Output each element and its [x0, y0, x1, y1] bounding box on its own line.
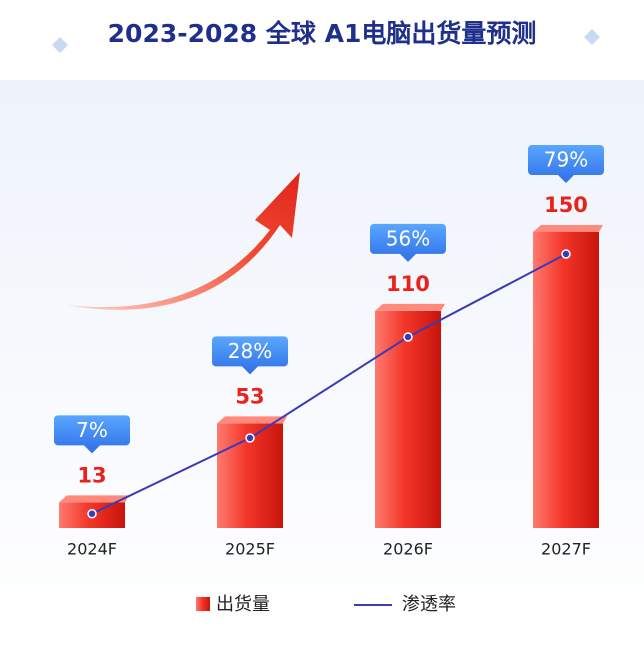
bar-value-label: 13 [77, 463, 106, 487]
legend-label: 渗透率 [402, 594, 456, 615]
chart-title: 2023-2028 全球 A1电脑出货量预测 [108, 19, 537, 48]
legend-label: 出货量 [216, 594, 270, 615]
bar-top [217, 416, 287, 424]
bar-value-label: 110 [386, 272, 430, 296]
callout [528, 145, 604, 183]
line-value-label: 7% [76, 418, 108, 442]
bar [533, 232, 599, 528]
bar-top [59, 495, 129, 503]
line-point [87, 508, 97, 519]
line-point [403, 332, 413, 342]
line-value-label: 79% [544, 148, 588, 172]
x-tick-label: 2027F [541, 540, 591, 559]
bar-top [533, 225, 603, 232]
bar [375, 310, 441, 528]
bar-top [375, 303, 445, 311]
line-value-label: 56% [386, 226, 430, 250]
callout [370, 223, 446, 262]
legend-swatch [196, 597, 210, 611]
bar-value-label: 150 [544, 193, 588, 217]
bar-value-label: 53 [235, 384, 264, 408]
line [91, 253, 567, 515]
line-value-label: 28% [228, 339, 272, 363]
line-point [245, 433, 255, 443]
title-ornament [52, 37, 68, 53]
x-tick-label: 2026F [383, 540, 433, 559]
x-tick-label: 2024F [67, 540, 117, 559]
x-tick-label: 2025F [225, 540, 275, 559]
callout [54, 415, 130, 454]
title-ornament [584, 29, 600, 45]
callout [212, 336, 288, 375]
line-point [561, 249, 571, 259]
